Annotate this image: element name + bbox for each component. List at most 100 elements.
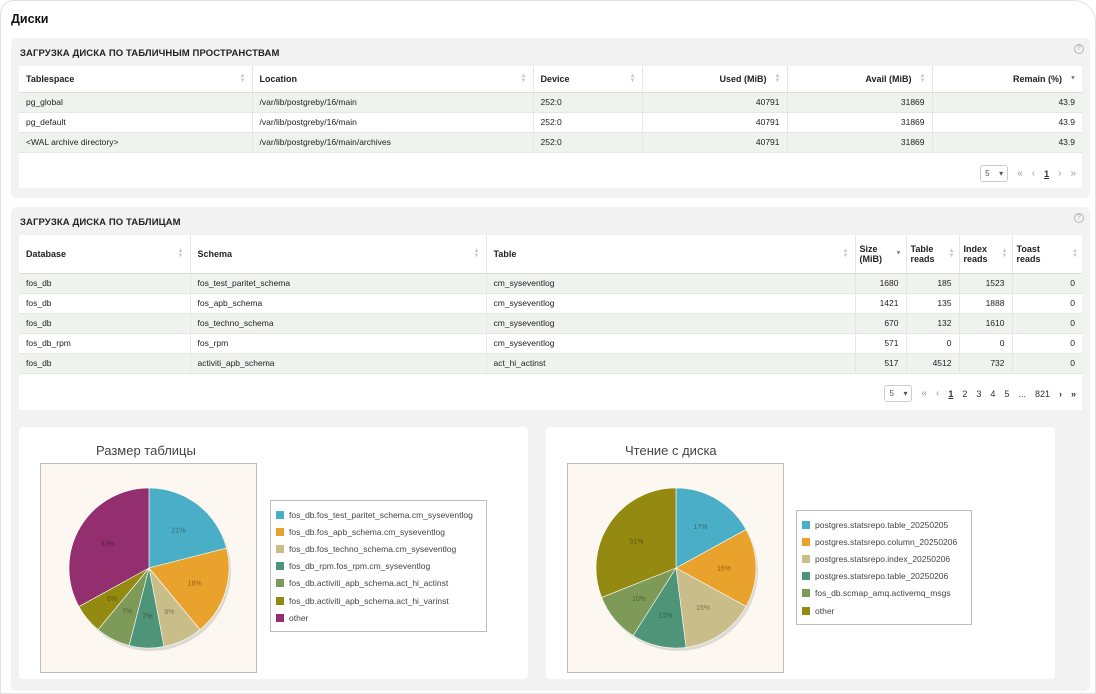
next-page-button[interactable]: › — [1058, 168, 1062, 179]
first-page-button[interactable]: « — [921, 388, 928, 399]
legend-swatch — [802, 606, 810, 615]
col-toast-reads[interactable]: Toast reads ▲ ▼ — [1012, 235, 1082, 274]
page-button[interactable]: 4 — [990, 388, 996, 399]
last-page-button[interactable]: » — [1070, 168, 1076, 179]
table-cell: 1888 — [959, 293, 1013, 314]
legend-item[interactable]: fos_db.fos_test_paritet_schema.cm_syseve… — [276, 506, 481, 523]
sort-icon[interactable]: ▲ ▼ — [948, 247, 955, 259]
table-cell: fos_techno_schema — [190, 313, 487, 334]
legend-item[interactable]: fos_db.scmap_amq.activemq_msgs — [802, 585, 966, 602]
page-button[interactable]: 821 — [1034, 388, 1050, 399]
page-button[interactable]: 3 — [976, 388, 982, 399]
table-cell: 4512 — [906, 353, 960, 374]
sort-icon[interactable]: ▲ ▼ — [1001, 247, 1008, 259]
legend-swatch — [276, 562, 284, 571]
legend-item[interactable]: fos_db.fos_techno_schema.cm_syseventlog — [276, 540, 481, 557]
legend-swatch — [802, 520, 810, 529]
page-size-select[interactable]: 5 ▾ — [884, 385, 913, 402]
table-cell: fos_db_rpm — [19, 333, 191, 354]
col-index-reads[interactable]: Index reads ▲ ▼ — [959, 235, 1013, 274]
legend-item[interactable]: fos_db_rpm.fos_rpm.cm_syseventlog — [276, 558, 481, 575]
legend-item[interactable]: postgres.statsrepo.table_20250206 — [802, 568, 966, 585]
col-device[interactable]: Device ▲ ▼ — [533, 66, 643, 93]
slice-label: 11% — [659, 612, 673, 619]
sort-icon[interactable]: ▲ ▼ — [629, 72, 636, 84]
help-icon[interactable]: ? — [1074, 44, 1084, 54]
tables-card: Database ▲ ▼ Schema ▲ ▼ Table ▲ ▼ Size (MiB) ▼ T… — [19, 235, 1082, 410]
legend-item[interactable]: postgres.statsrepo.column_20250206 — [802, 533, 966, 550]
table-cell: act_hi_actinst — [486, 353, 856, 374]
table-cell: fos_db — [19, 313, 191, 334]
page-1-button[interactable]: 1 — [1044, 168, 1050, 179]
page-title: Диски — [11, 12, 49, 26]
table-cell: 132 — [906, 313, 960, 334]
pie-slice[interactable] — [675, 567, 747, 648]
table-cell: fos_db — [19, 293, 191, 314]
col-location[interactable]: Location ▲ ▼ — [252, 66, 534, 93]
tablespace-table: Tablespace ▲ ▼ Location ▲ ▼ Device ▲ ▼ Used (M… — [19, 66, 1082, 153]
legend-label: fos_db.activiti_apb_schema.act_hi_actins… — [289, 578, 449, 589]
tables-table: Database ▲ ▼ Schema ▲ ▼ Table ▲ ▼ Size (MiB) ▼ T… — [19, 235, 1082, 374]
legend-label: fos_db.fos_techno_schema.cm_syseventlog — [289, 543, 457, 554]
col-size[interactable]: Size (MiB) ▼ — [855, 235, 907, 274]
prev-page-button[interactable]: ‹ — [936, 388, 940, 399]
legend-item[interactable]: fos_db.activiti_apb_schema.act_hi_varins… — [276, 592, 481, 609]
col-database[interactable]: Database ▲ ▼ — [19, 235, 191, 274]
sort-icon[interactable]: ▲ ▼ — [239, 72, 246, 84]
table-cell: 517 — [855, 353, 907, 374]
page-button[interactable]: 2 — [962, 388, 968, 399]
sort-desc-icon[interactable]: ▼ — [895, 250, 902, 257]
panel-title: ЗАГРУЗКА ДИСКА ПО ТАБЛИЧНЫМ ПРОСТРАНСТВА… — [20, 48, 280, 59]
pie-slice[interactable] — [148, 547, 230, 631]
sort-icon[interactable]: ▲ ▼ — [774, 72, 781, 84]
page-button[interactable]: 1 — [948, 388, 954, 399]
col-tablespace[interactable]: Tablespace ▲ ▼ — [19, 66, 253, 93]
legend-item[interactable]: postgres.statsrepo.table_20250205 — [802, 516, 966, 533]
next-page-button[interactable]: › — [1058, 388, 1062, 399]
panel-title: ЗАГРУЗКА ДИСКА ПО ТАБЛИЦАМ — [20, 217, 181, 228]
sort-icon[interactable]: ▲ ▼ — [520, 72, 527, 84]
sort-icon[interactable]: ▲ ▼ — [919, 72, 926, 84]
slice-label: 17% — [693, 524, 707, 531]
legend-item[interactable]: other — [276, 609, 481, 626]
sort-icon[interactable]: ▲ ▼ — [473, 247, 480, 259]
col-table[interactable]: Table ▲ ▼ — [486, 235, 856, 274]
chart-legend: fos_db.fos_test_paritet_schema.cm_syseve… — [270, 500, 487, 633]
col-remain[interactable]: Remain (%) ▼ — [932, 66, 1082, 93]
sort-icon[interactable]: ▲ ▼ — [842, 247, 849, 259]
pie-slice[interactable] — [68, 487, 150, 607]
pie-slice[interactable] — [595, 487, 677, 598]
last-page-button[interactable]: » — [1070, 388, 1076, 399]
help-icon[interactable]: ? — [1074, 213, 1084, 223]
legend-item[interactable]: postgres.statsrepo.index_20250206 — [802, 550, 966, 567]
pie-chart: 17% 16% 15% 11% 10% 31% — [595, 487, 758, 651]
sort-desc-icon[interactable]: ▼ — [1070, 75, 1076, 82]
table-row: <WAL archive directory>/var/lib/postgreb… — [19, 132, 1082, 153]
first-page-button[interactable]: « — [1017, 168, 1023, 179]
legend-label: postgres.statsrepo.table_20250205 — [815, 519, 949, 530]
sort-icon[interactable]: ▲ ▼ — [177, 247, 184, 259]
col-schema[interactable]: Schema ▲ ▼ — [190, 235, 487, 274]
table-cell: 0 — [1012, 313, 1082, 334]
tablespace-card: Tablespace ▲ ▼ Location ▲ ▼ Device ▲ ▼ Used (M… — [19, 66, 1082, 188]
prev-page-button[interactable]: ‹ — [1031, 168, 1036, 179]
page-size-select[interactable]: 5 ▾ — [980, 165, 1009, 182]
table-cell: 1680 — [855, 273, 907, 294]
sort-icon[interactable]: ▲ ▼ — [1072, 247, 1078, 259]
col-table-reads[interactable]: Table reads ▲ ▼ — [906, 235, 960, 274]
legend-item[interactable]: fos_db.fos_apb_schema.cm_syseventlog — [276, 523, 481, 540]
table-row: fos_db fos_apb_schema cm_syseventlog 1421 13… — [19, 293, 1082, 314]
chart-title: Чтение с диска — [625, 443, 717, 458]
legend-item[interactable]: other — [802, 602, 966, 619]
pie-slice[interactable] — [148, 487, 227, 569]
legend-item[interactable]: fos_db.activiti_apb_schema.act_hi_actins… — [276, 575, 481, 592]
col-avail[interactable]: Avail (MiB) ▲ ▼ — [787, 66, 933, 93]
page-ellipsis: ... — [1018, 388, 1026, 399]
pie-slice[interactable] — [675, 487, 747, 569]
col-used[interactable]: Used (MiB) ▲ ▼ — [642, 66, 788, 93]
pie-slice[interactable] — [675, 529, 757, 607]
table-cell: 185 — [906, 273, 960, 294]
slice-label: 10% — [632, 596, 646, 603]
slice-label: 6% — [107, 596, 117, 603]
page-button[interactable]: 5 — [1004, 388, 1010, 399]
